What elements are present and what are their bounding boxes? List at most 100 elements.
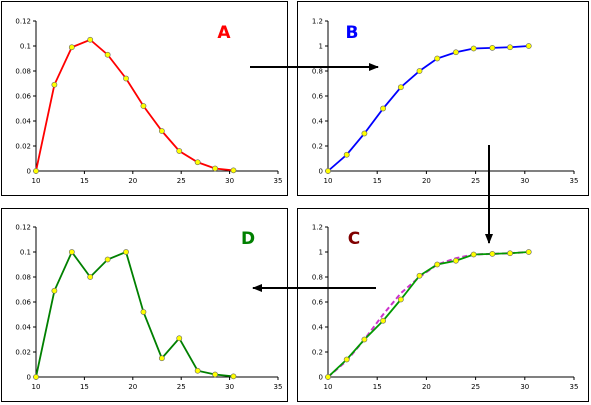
data-point: [158, 355, 165, 362]
data-point: [380, 105, 387, 112]
x-tick-label: 10: [32, 383, 41, 391]
y-tick-label: 0.8: [312, 68, 323, 76]
y-tick-label: 0.12: [15, 18, 31, 26]
data-point: [176, 335, 183, 342]
y-tick-label: 1.2: [312, 18, 323, 26]
y-tick-label: 0.04: [15, 324, 31, 332]
x-tick-label: 15: [80, 383, 89, 391]
data-point: [416, 272, 423, 279]
data-point: [507, 250, 513, 257]
data-point: [361, 130, 368, 137]
data-point: [123, 249, 129, 255]
y-tick-label: 0.1: [20, 249, 31, 257]
data-point: [434, 261, 441, 268]
data-point: [380, 317, 387, 324]
series-line: [327, 251, 529, 378]
data-point: [87, 36, 94, 43]
panel-letter: C: [348, 229, 360, 249]
data-point: [158, 128, 165, 134]
panel-a: 0 0.02 0.04 0.06 0.08 0.1 0.12 10 15 20 25 30 35 A: [1, 1, 288, 196]
x-tick-label: 20: [422, 383, 431, 391]
data-point: [33, 374, 39, 380]
y-tick-label: 0.08: [15, 274, 31, 282]
data-point: [507, 44, 513, 51]
x-tick-label: 25: [471, 383, 480, 391]
x-tick-label: 10: [324, 383, 333, 391]
y-tick-label: 0: [27, 374, 31, 382]
y-tick-label: 0.4: [312, 324, 324, 332]
data-point: [325, 374, 331, 380]
x-tick-label: 20: [128, 177, 137, 185]
x-tick-label: 15: [373, 383, 382, 391]
data-point: [104, 256, 111, 263]
data-point: [325, 168, 331, 174]
chart-c: 0 0.2 0.4 0.6 0.8 1 1.2 10 15 20 25 30 35 C: [312, 224, 579, 392]
data-point: [176, 148, 183, 154]
x-tick-label: 35: [274, 383, 283, 391]
y-tick-label: 0.06: [15, 299, 31, 307]
y-tick-label: 0.4: [312, 118, 324, 126]
data-point: [194, 159, 201, 166]
data-point: [343, 356, 350, 363]
x-tick-label: 10: [324, 177, 333, 185]
x-tick-label: 20: [422, 177, 431, 185]
data-point: [140, 309, 147, 315]
x-tick-label: 25: [471, 177, 480, 185]
data-point: [489, 250, 496, 257]
data-point: [140, 103, 147, 109]
data-point: [51, 81, 58, 88]
y-tick-label: 0.04: [15, 118, 31, 126]
y-tick-label: 0: [27, 168, 31, 176]
data-point: [230, 373, 237, 380]
data-point: [397, 84, 404, 91]
y-tick-label: 0.08: [15, 68, 31, 76]
data-point: [104, 51, 111, 58]
y-tick-label: 0.6: [312, 93, 324, 101]
data-point: [416, 68, 423, 74]
data-point: [489, 44, 496, 51]
y-tick-label: 1: [319, 43, 323, 51]
data-point: [434, 55, 441, 62]
data-point: [343, 151, 350, 158]
data-point: [230, 167, 237, 174]
x-tick-label: 10: [32, 177, 41, 185]
panel-b: 0 0.2 0.4 0.6 0.8 1 1.2 10 15 20 25 30 35 B: [297, 1, 589, 196]
data-point: [68, 44, 75, 51]
x-tick-label: 25: [177, 177, 186, 185]
data-point: [68, 249, 75, 255]
data-point: [453, 49, 459, 56]
x-tick-label: 30: [520, 177, 529, 185]
x-tick-label: 30: [520, 383, 529, 391]
x-tick-label: 35: [570, 383, 579, 391]
y-tick-label: 0.02: [15, 349, 31, 357]
x-tick-label: 30: [225, 177, 234, 185]
y-tick-label: 0: [319, 374, 323, 382]
y-tick-label: 0.2: [312, 143, 323, 151]
chart-a: 0 0.02 0.04 0.06 0.08 0.1 0.12 10 15 20 25 30 35 A: [15, 18, 283, 186]
data-point: [212, 165, 218, 172]
series-line: [327, 45, 529, 172]
y-tick-label: 0.2: [312, 349, 323, 357]
series-line: [35, 38, 234, 172]
x-tick-label: 15: [373, 177, 382, 185]
panel-letter: B: [346, 23, 359, 43]
data-point: [525, 249, 532, 255]
y-tick-label: 0.06: [15, 93, 31, 101]
data-point: [87, 274, 94, 280]
x-tick-label: 20: [128, 383, 137, 391]
y-tick-label: 0.8: [312, 274, 323, 282]
data-point: [525, 43, 532, 49]
chart-b: 0 0.2 0.4 0.6 0.8 1 1.2 10 15 20 25 30 35 B: [312, 18, 579, 186]
series-line: [35, 250, 234, 378]
panel-letter: A: [217, 23, 231, 43]
data-point: [33, 168, 39, 174]
data-point: [51, 287, 58, 294]
data-point: [470, 45, 477, 52]
data-point: [194, 367, 201, 374]
data-point: [453, 257, 459, 264]
x-tick-label: 35: [274, 177, 283, 185]
y-tick-label: 0.02: [15, 143, 31, 151]
data-point: [397, 296, 404, 303]
y-tick-label: 0.12: [15, 224, 31, 232]
y-tick-label: 0.6: [312, 299, 324, 307]
